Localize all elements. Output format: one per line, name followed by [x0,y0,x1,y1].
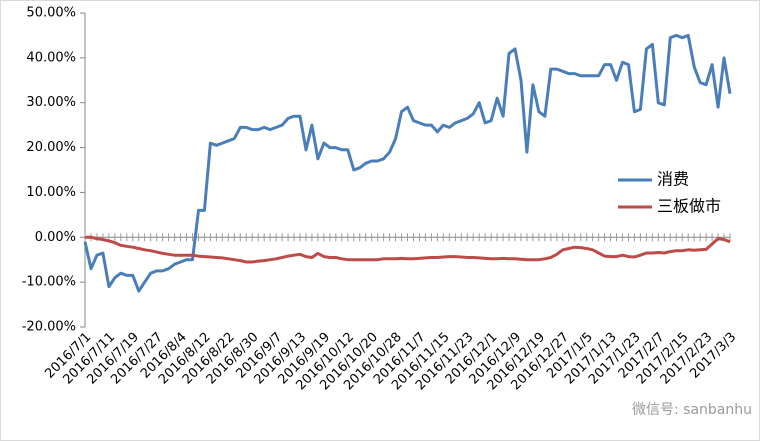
watermark: 微信号: sanbanhu [632,402,752,418]
y-tick-label: 40.00% [26,50,76,65]
y-tick-label: 20.00% [26,140,76,155]
y-tick-label: 30.00% [26,95,76,110]
y-tick-label: -10.00% [22,275,76,290]
y-tick-label: 10.00% [26,185,76,200]
series-line [83,33,732,293]
y-tick-label: 0.00% [35,230,76,245]
legend-label: 消费 [657,170,689,189]
y-tick-label: -20.00% [22,320,76,335]
series-line [85,235,731,264]
y-tick-label: 50.00% [26,6,76,21]
legend-label: 三板做市 [657,197,721,216]
